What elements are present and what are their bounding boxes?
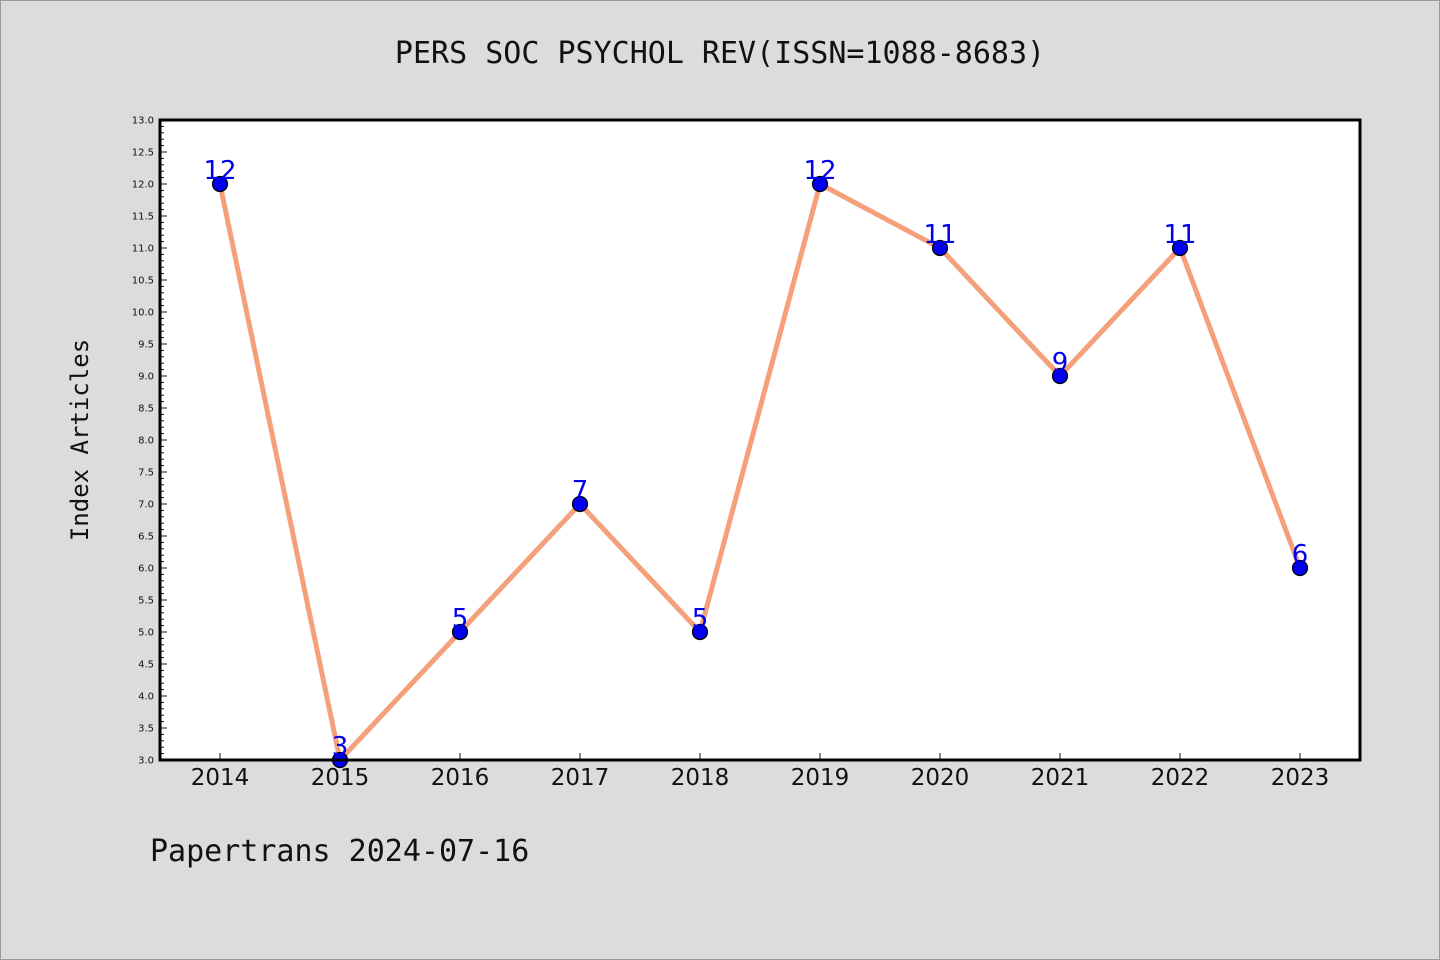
- y-tick-label: 4.0: [138, 692, 154, 703]
- x-tick-label: 2016: [431, 765, 490, 791]
- footer-text: Papertrans 2024-07-16: [150, 834, 530, 869]
- series-line: [217, 181, 1303, 763]
- data-label: 5: [452, 604, 469, 634]
- y-tick-label: 9.5: [138, 340, 154, 351]
- data-label: 11: [923, 220, 956, 250]
- data-point: [1051, 367, 1069, 385]
- data-label: 5: [692, 604, 709, 634]
- y-tick-label: 6.5: [138, 532, 154, 543]
- y-tick-label: 13.0: [132, 116, 154, 127]
- y-tick-label: 3.0: [138, 756, 154, 767]
- y-tick-label: 12.0: [132, 180, 154, 191]
- x-tick-label: 2018: [671, 765, 730, 791]
- y-tick-label: 5.0: [138, 628, 154, 639]
- y-tick-label: 8.0: [138, 436, 154, 447]
- plot-area: [160, 120, 1360, 760]
- data-point: [451, 623, 469, 641]
- y-tick-label: 7.0: [138, 500, 154, 511]
- y-tick-label: 3.5: [138, 724, 154, 735]
- y-tick-label: 4.5: [138, 660, 154, 671]
- data-point: [571, 495, 589, 513]
- data-point: [931, 239, 949, 257]
- y-tick-label: 5.5: [138, 596, 154, 607]
- x-tick-label: 2014: [191, 765, 250, 791]
- data-point: [1291, 559, 1309, 577]
- data-label: 6: [1292, 540, 1309, 570]
- y-tick-label: 12.5: [132, 148, 154, 159]
- data-point: [811, 175, 829, 193]
- data-point: [1171, 239, 1189, 257]
- data-label: 7: [572, 476, 589, 506]
- y-tick-label: 10.5: [132, 276, 154, 287]
- x-tick-label: 2017: [551, 765, 610, 791]
- x-tick-label: 2023: [1271, 765, 1330, 791]
- chart-title: PERS SOC PSYCHOL REV(ISSN=1088-8683): [394, 36, 1046, 71]
- y-tick-label: 11.5: [132, 212, 154, 223]
- x-tick-label: 2021: [1031, 765, 1090, 791]
- data-point: [211, 175, 229, 193]
- x-tick-label: 2020: [911, 765, 970, 791]
- y-tick-label: 7.5: [138, 468, 154, 479]
- plot-border: [158, 118, 1362, 762]
- x-tick-label: 2022: [1151, 765, 1210, 791]
- data-label: 9: [1052, 348, 1069, 378]
- data-label: 11: [1163, 220, 1196, 250]
- y-tick-label: 9.0: [138, 372, 154, 383]
- data-label: 12: [803, 156, 836, 186]
- data-label: 12: [203, 156, 236, 186]
- data-label: 3: [332, 732, 349, 762]
- y-tick-label: 8.5: [138, 404, 154, 415]
- data-point: [691, 623, 709, 641]
- y-tick-label: 10.0: [132, 308, 154, 319]
- x-tick-label: 2019: [791, 765, 850, 791]
- y-tick-label: 11.0: [132, 244, 154, 255]
- y-tick-label: 6.0: [138, 564, 154, 575]
- x-tick-label: 2015: [311, 765, 370, 791]
